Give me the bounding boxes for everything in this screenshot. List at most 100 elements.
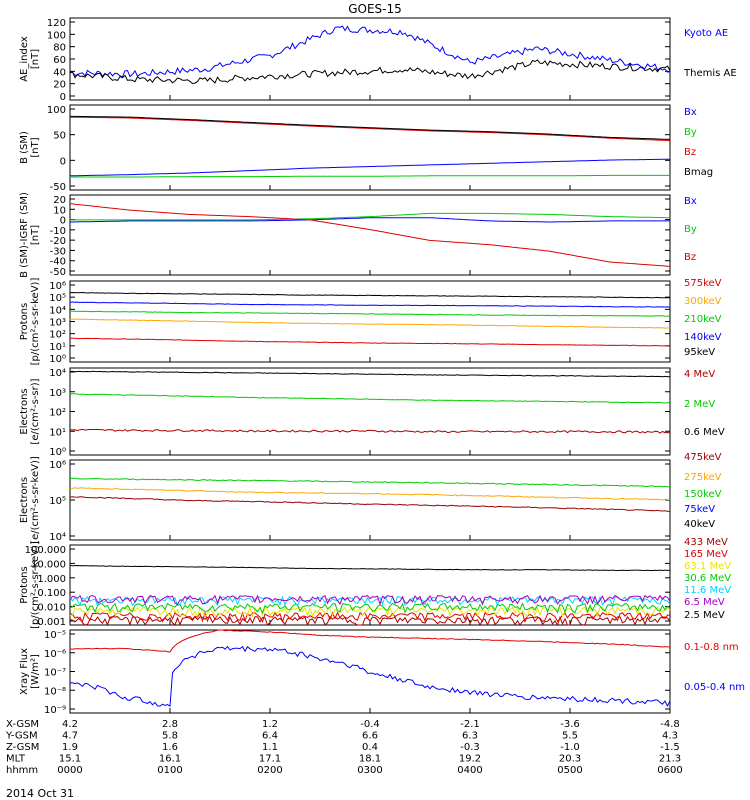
y-axis-label: Xray Flux[W/m²] [19, 648, 41, 695]
y-tick-label: 60 [53, 55, 66, 66]
x-row-value: -1.5 [660, 742, 680, 753]
y-tick-label: 10⁻⁵ [44, 630, 66, 641]
x-row-label: Z-GSM [6, 742, 39, 753]
series-line [69, 496, 671, 513]
series-line [70, 310, 671, 317]
y-tick-label: 10⁵ [49, 496, 66, 507]
series-line [69, 487, 671, 501]
x-row-value: 21.3 [659, 754, 681, 765]
x-row-value: -0.3 [460, 742, 480, 753]
legend-entry: 63.1 MeV [684, 561, 731, 572]
series-line [69, 605, 671, 618]
y-tick-label: -10 [50, 226, 66, 237]
y-tick-label: 10³ [49, 388, 66, 399]
y-tick-label: -50 [50, 182, 66, 193]
y-axis-label: B (SM)-IGRF (SM)[nT] [19, 192, 41, 278]
series-line [69, 393, 671, 404]
series-line [70, 174, 670, 178]
y-tick-label: 10² [49, 330, 66, 341]
series-line [69, 337, 670, 347]
panel-6: 10⁶ 10⁵ 10⁴ Electrons[e/(cm²-s-sr-keV)] 475k… [19, 452, 722, 544]
y-tick-label: 10⁰ [49, 447, 66, 458]
y-tick-label: 10.000 [31, 559, 66, 570]
x-row-value: 1.6 [162, 742, 178, 753]
x-row-value: -1.0 [560, 742, 580, 753]
x-row-value: 5.5 [562, 731, 578, 742]
x-row-value: 4.2 [62, 719, 78, 730]
legend-entry: 165 MeV [684, 549, 728, 560]
x-row-value: -2.1 [460, 719, 480, 730]
x-row-value: 0500 [557, 765, 582, 776]
legend-entry: 140keV [684, 332, 722, 343]
legend-entry: 11.6 MeV [684, 585, 731, 596]
x-row-value: 0000 [57, 765, 82, 776]
x-row-value: 0400 [457, 765, 482, 776]
x-axis-table: X-GSM 4.2 2.8 1.2 -0.4 -2.1 -3.6 -4.8 Y-GSM 4.7 5.… [5, 719, 683, 776]
y-tick-label: 100.000 [25, 545, 66, 556]
x-row-value: 1.1 [262, 742, 278, 753]
y-axis-label: Protons[p/(cm²-s-sr-keV)] [19, 541, 41, 629]
y-tick-label: 100 [47, 30, 66, 41]
series-line [69, 595, 671, 608]
y-tick-label: 10⁻⁶ [44, 649, 66, 660]
y-axis-label: Electrons[e/(cm²-s-sr-keV)] [19, 456, 41, 544]
panel-2: 100 50 0 -50 B (SM)[nT] Bx By Bz Bmag [19, 104, 713, 193]
y-tick-label: 20 [53, 195, 66, 206]
legend-entry: 150keV [684, 489, 722, 500]
series-line [69, 477, 671, 488]
y-tick-label: 10⁶ [49, 460, 66, 471]
legend-entry: 300keV [684, 296, 722, 307]
x-row-value: 15.1 [59, 754, 81, 765]
legend-entry: Bz [684, 147, 696, 158]
y-tick-label: 10¹ [49, 427, 66, 438]
y-tick-label: 10⁴ [49, 305, 66, 316]
legend-entry: By [684, 224, 697, 235]
x-row-value: 0100 [157, 765, 182, 776]
x-row-value: 6.6 [362, 731, 378, 742]
y-tick-label: 40 [53, 67, 66, 78]
legend-entry: 433 MeV [684, 537, 728, 548]
y-tick-label: 10⁶ [49, 281, 66, 292]
legend-entry: 30.6 MeV [684, 573, 731, 584]
legend-entry: Bmag [684, 167, 713, 178]
y-tick-label: 0 [60, 216, 66, 227]
series-line [69, 116, 671, 142]
y-tick-label: 10⁻⁷ [44, 668, 66, 679]
x-row-label: X-GSM [6, 719, 39, 730]
y-tick-label: 100 [47, 105, 66, 116]
series-line [69, 25, 671, 78]
panel-frame [69, 544, 671, 626]
series-line [69, 645, 671, 708]
x-row-value: 4.3 [662, 731, 678, 742]
y-tick-label: -30 [50, 246, 66, 257]
series-line [69, 318, 671, 329]
panel-7: 100.000 10.000 1.000 0.100 0.010 0.001Protons… [19, 537, 731, 629]
x-row-value: -0.4 [360, 719, 380, 730]
series-line [69, 602, 671, 614]
x-row-value: 0.4 [362, 742, 378, 753]
legend-entry: Kyoto AE [684, 28, 728, 39]
series-line [70, 217, 670, 223]
panel-5: 10⁴ 10³ 10² 10¹ 10⁰ Electrons[e/(cm²-s-sr)] 4 … [19, 367, 725, 458]
legend-entry: Bx [684, 107, 697, 118]
legend-entry: 275keV [684, 472, 722, 483]
series-line [69, 59, 671, 85]
y-tick-label: 0 [60, 92, 66, 103]
legend-entry: 2 MeV [684, 399, 715, 410]
y-tick-label: 0.010 [37, 603, 66, 614]
x-row-value: 2.8 [162, 719, 178, 730]
x-row-value: 0600 [657, 765, 682, 776]
series-line [69, 115, 671, 140]
y-tick-label: 10⁻⁹ [44, 705, 66, 716]
legend-entry: 0.1-0.8 nm [684, 642, 739, 653]
x-row-value: 18.1 [359, 754, 381, 765]
y-tick-label: -40 [50, 257, 66, 268]
legend-entry: By [684, 127, 697, 138]
y-tick-label: 50 [53, 131, 66, 142]
date-label: 2014 Oct 31 [6, 787, 74, 800]
y-axis-label: Electrons[e/(cm²-s-sr)] [19, 378, 41, 444]
legend-entry: 4 MeV [684, 369, 715, 380]
